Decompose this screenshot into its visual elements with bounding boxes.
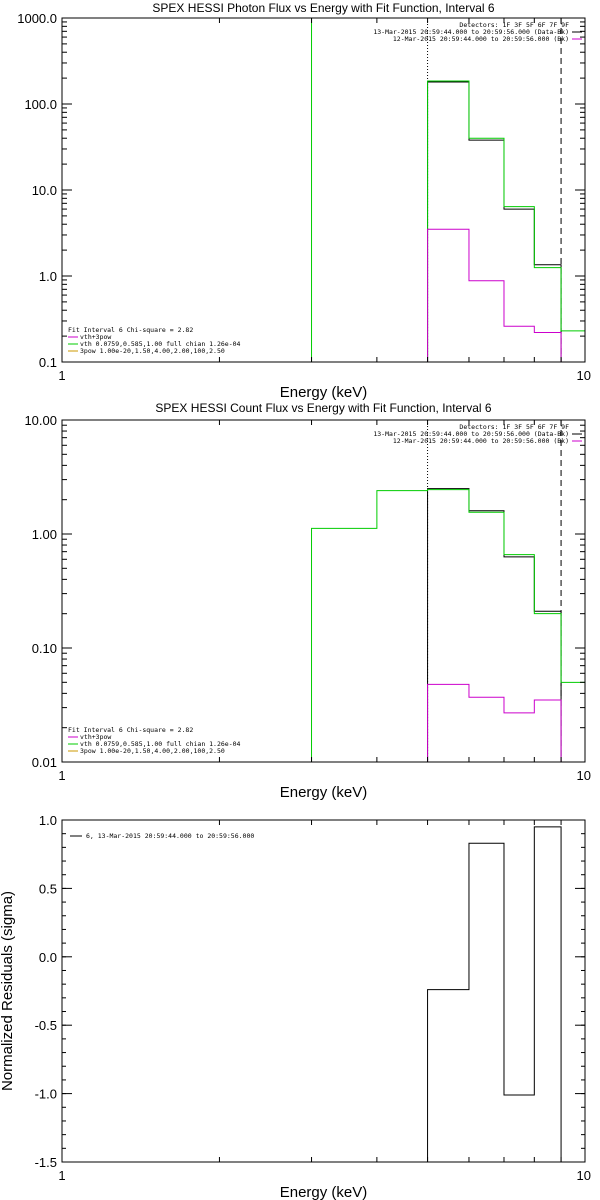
- y-tick-label: 10.00: [24, 413, 57, 428]
- x-axis-label: Energy (keV): [280, 384, 368, 401]
- plot-frame: [61, 819, 586, 1163]
- legend-text: Detectors: 1F 3F 5F 6F 7F 9F: [459, 21, 569, 29]
- chart-title: SPEX HESSI Photon Flux vs Energy with Fi…: [152, 1, 494, 15]
- legend-text: vth 0.0759,0.585,1.00 full chian 1.26e-0…: [80, 340, 241, 348]
- series-line-black: [427, 488, 562, 762]
- legend-text: 12-Mar-2015 20:59:44.000 to 20:59:56.000…: [393, 35, 569, 43]
- chart-panel-1: SPEX HESSI Photon Flux vs Energy with Fi…: [17, 1, 591, 401]
- y-tick-label: -0.5: [35, 1018, 57, 1033]
- y-tick-label: -1.0: [35, 1087, 57, 1102]
- x-tick-label: 10: [577, 1168, 591, 1183]
- x-axis-label: Energy (keV): [280, 784, 368, 801]
- x-tick-label: 10: [577, 368, 591, 383]
- legend-text: 12-Mar-2015 20:59:44.000 to 20:59:56.000…: [393, 437, 569, 445]
- legend-text: Fit Interval 6 Chi-square = 2.82: [68, 726, 193, 734]
- y-tick-label: -1.5: [35, 1155, 57, 1170]
- series-line-black: [427, 826, 562, 1162]
- y-tick-label: 1.0: [39, 269, 57, 284]
- legend-text: vth+3pow: [80, 333, 111, 341]
- legend-text: vth+3pow: [80, 733, 111, 741]
- y-tick-label: 0.5: [39, 881, 57, 896]
- x-tick-label: 1: [58, 368, 65, 383]
- series-line-magenta: [427, 683, 562, 762]
- chart-title: SPEX HESSI Count Flux vs Energy with Fit…: [155, 401, 491, 415]
- chart-panel-2: SPEX HESSI Count Flux vs Energy with Fit…: [24, 401, 591, 801]
- x-axis-label: Energy (keV): [280, 1184, 368, 1200]
- y-tick-label: 0.10: [32, 641, 57, 656]
- legend-text: Detectors: 1F 3F 5F 6F 7F 9F: [459, 423, 569, 431]
- y-axis-label: Normalized Residuals (sigma): [0, 891, 16, 1091]
- series-line-magenta: [427, 228, 562, 362]
- legend-text: 13-Mar-2015 20:59:44.000 to 20:59:56.000…: [373, 28, 569, 36]
- legend-text: Fit Interval 6 Chi-square = 2.82: [68, 326, 193, 334]
- y-tick-label: 0.01: [32, 755, 57, 770]
- y-tick-label: 1.00: [32, 527, 57, 542]
- legend-text: 3pow 1.00e-20,1.50,4.00,2.00,100,2.50: [80, 747, 225, 755]
- legend-text: 3pow 1.00e-20,1.50,4.00,2.00,100,2.50: [80, 347, 225, 355]
- y-tick-label: 1000.0: [17, 11, 57, 26]
- y-tick-label: 100.0: [24, 97, 57, 112]
- y-tick-label: 0.1: [39, 355, 57, 370]
- legend-text: 6, 13-Mar-2015 20:59:44.000 to 20:59:56.…: [86, 832, 254, 840]
- series-line-black: [427, 81, 562, 362]
- series-line-green: [311, 489, 586, 762]
- legend-text: vth 0.0759,0.585,1.00 full chian 1.26e-0…: [80, 740, 241, 748]
- x-tick-label: 10: [577, 768, 591, 783]
- y-tick-label: 1.0: [39, 813, 57, 828]
- plot-frame: [61, 419, 586, 763]
- x-tick-label: 1: [58, 1168, 65, 1183]
- plot-frame: [61, 17, 586, 363]
- y-tick-label: 0.0: [39, 950, 57, 965]
- x-tick-label: 1: [58, 768, 65, 783]
- legend-text: 13-Mar-2015 20:59:44.000 to 20:59:56.000…: [373, 430, 569, 438]
- y-tick-label: 10.0: [32, 183, 57, 198]
- series-line-green: [427, 80, 586, 362]
- chart-panel-3: -1.5 -1.0 -0.5 0.0 0.5 1.0 1 10 Energy (keV) Norm…: [0, 813, 591, 1200]
